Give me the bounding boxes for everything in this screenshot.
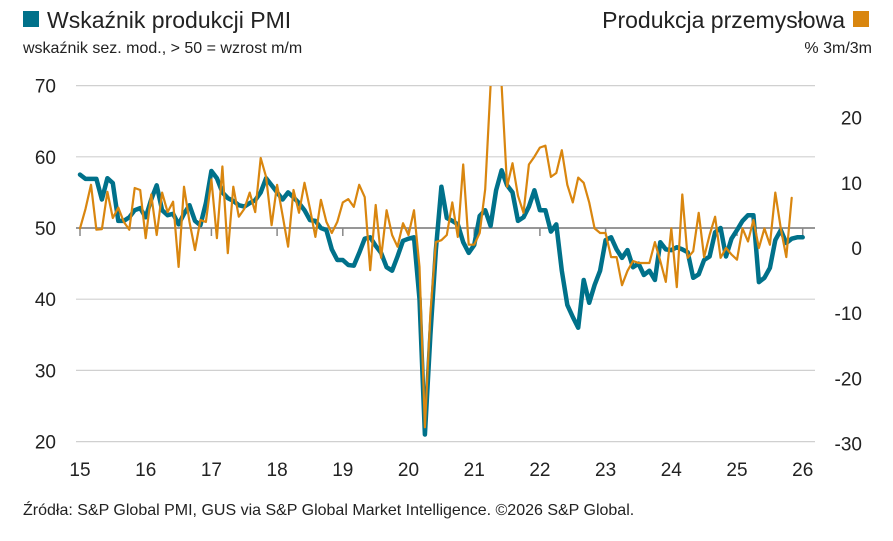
y-right-tick-label: 0 bbox=[851, 239, 862, 260]
x-tick-label: 26 bbox=[792, 460, 813, 481]
y-left-tick-label: 50 bbox=[35, 219, 56, 240]
left-axis-subtitle: wskaźnik sez. mod., > 50 = wzrost m/m bbox=[22, 40, 302, 57]
y-right-tick-label: 10 bbox=[841, 174, 862, 195]
x-tick-label: 19 bbox=[332, 460, 353, 481]
x-tick-label: 16 bbox=[135, 460, 156, 481]
tick-labels: 20 30 40 50 60 70 -30 -20 -10 0 10 20 15 16 17 18 19 20 21… bbox=[35, 77, 862, 481]
legend-marker-pmi bbox=[23, 11, 39, 27]
x-tick-label: 24 bbox=[661, 460, 683, 481]
series-line-industrial-production bbox=[78, 86, 793, 429]
source-note: Źródła: S&P Global PMI, GUS via S&P Glob… bbox=[23, 500, 634, 519]
right-axis-subtitle: % 3m/3m bbox=[804, 40, 872, 57]
x-tick-label: 20 bbox=[398, 460, 419, 481]
y-left-tick-label: 20 bbox=[35, 433, 56, 454]
x-tick-label: 18 bbox=[267, 460, 288, 481]
legend-label-pmi: Wskaźnik produkcji PMI bbox=[47, 7, 291, 33]
series-lines bbox=[77, 86, 805, 437]
y-left-tick-label: 40 bbox=[35, 290, 56, 311]
legend-marker-ip bbox=[853, 11, 869, 27]
x-tick-label: 25 bbox=[726, 460, 747, 481]
y-right-tick-label: -30 bbox=[835, 435, 862, 456]
y-right-tick-label: 20 bbox=[841, 109, 862, 130]
legend-label-ip: Produkcja przemysłowa bbox=[602, 7, 845, 33]
x-tick-label: 15 bbox=[69, 460, 90, 481]
x-tick-label: 21 bbox=[464, 460, 485, 481]
y-left-tick-label: 60 bbox=[35, 148, 56, 169]
y-left-tick-label: 70 bbox=[35, 77, 56, 98]
y-right-tick-label: -10 bbox=[835, 304, 862, 325]
y-left-tick-label: 30 bbox=[35, 361, 56, 382]
x-tick-label: 22 bbox=[529, 460, 550, 481]
x-tick-label: 17 bbox=[201, 460, 222, 481]
y-right-tick-label: -20 bbox=[835, 369, 862, 390]
x-tick-label: 23 bbox=[595, 460, 616, 481]
